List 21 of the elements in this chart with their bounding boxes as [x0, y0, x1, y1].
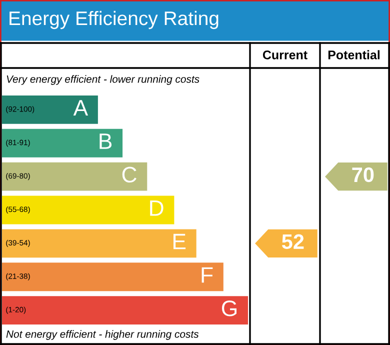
bar: [2, 128, 123, 158]
bar: [2, 229, 196, 258]
text: 70: [352, 167, 374, 182]
y-tick-label: E: [174, 234, 186, 250]
bar: [2, 296, 248, 324]
text: 52: [282, 234, 304, 250]
text: Very energy efficient - lower running costs: [6, 75, 200, 85]
bar: [2, 96, 98, 124]
bar: [2, 162, 148, 191]
text: Not energy efficient - higher running costs: [6, 330, 199, 340]
text: Current: [262, 50, 308, 60]
bar: [2, 196, 174, 224]
text: Potential: [328, 50, 380, 60]
y-tick-label: C: [122, 166, 136, 183]
y-tick-label: A: [73, 100, 88, 116]
y-tick-label: B: [100, 134, 112, 149]
y-tick-label: D: [150, 200, 164, 216]
y-tick-label: F: [202, 267, 213, 283]
bar: [2, 262, 224, 292]
y-tick-label: G: [222, 300, 236, 316]
chart-title: Energy Efficiency Rating: [10, 10, 218, 30]
